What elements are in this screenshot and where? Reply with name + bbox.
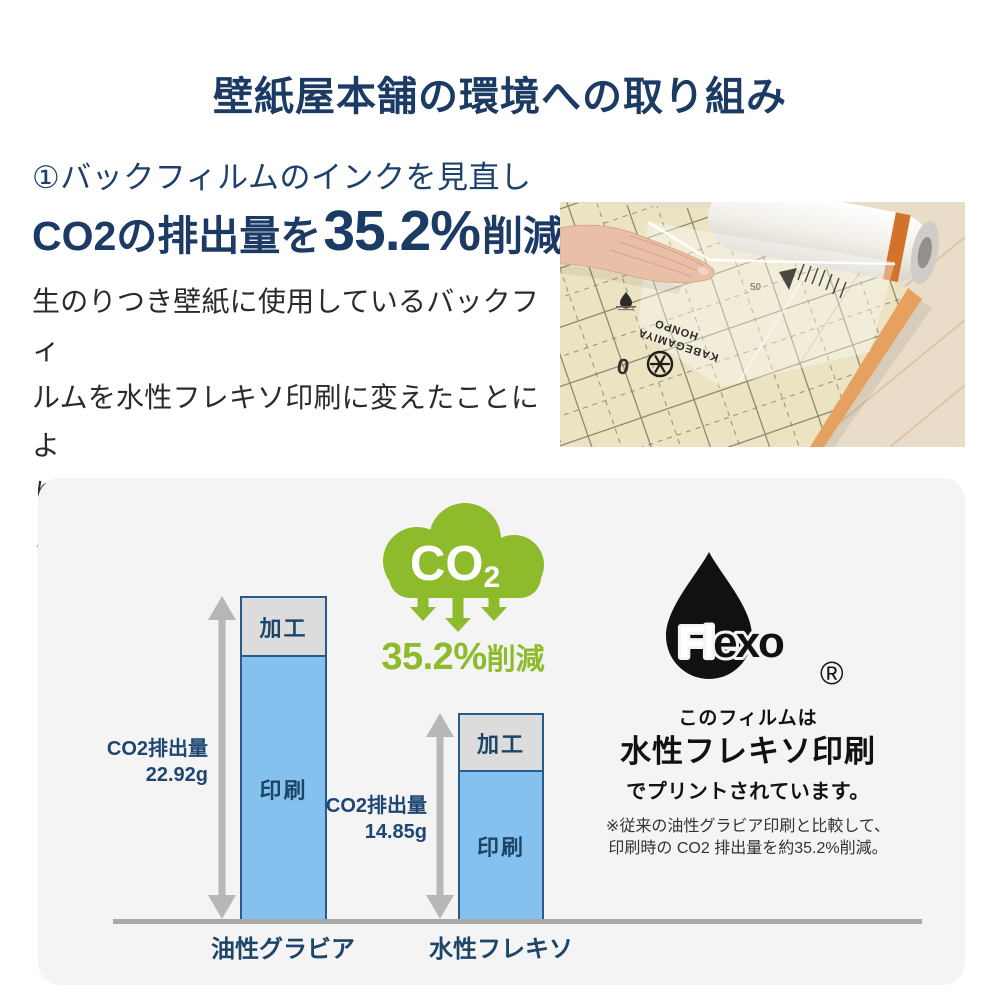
sheet-number-0: 0 xyxy=(615,353,631,379)
amount-value: 22.92g xyxy=(145,764,208,786)
lead-prefix: CO2の排出量を xyxy=(32,213,322,259)
axis-label-oil-gravure: 油性グラビア xyxy=(211,936,355,963)
flexo-footnote-line2: 印刷時の CO2 排出量を約35.2%削減。 xyxy=(608,840,888,857)
svg-text:Flexo: Flexo xyxy=(678,618,784,667)
measure-arrow-left xyxy=(208,596,236,919)
reduction-value: 35.2% xyxy=(381,636,487,678)
flexo-caption-line3: でプリントされています。 xyxy=(626,781,870,803)
flexo-drop-icon xyxy=(666,552,752,679)
cloud-co-label: CO xyxy=(410,537,484,591)
flexo-footnote-line1: ※従来の油性グラビア印刷と比較して、 xyxy=(605,818,891,835)
reduction-suffix: 削減 xyxy=(486,644,545,676)
svg-text:CO2: CO2 xyxy=(410,537,500,594)
segment-label: 加工 xyxy=(476,731,525,757)
amount-title: CO2排出量 xyxy=(106,738,208,760)
flexo-logo-text-black: exo xyxy=(713,618,784,667)
sheet-number-50: 50 xyxy=(750,282,762,293)
bar-oil-gravure: 加工 印刷 xyxy=(240,596,327,922)
sheet-drop-mark xyxy=(620,292,632,309)
bar-segment-processing: 加工 xyxy=(460,715,542,772)
film-emblem xyxy=(646,350,674,378)
amount-value: 14.85g xyxy=(364,821,427,843)
flexo-caption-line2: 水性フレキソ印刷 xyxy=(620,734,876,769)
axis-line xyxy=(113,919,922,924)
sheet-orange-edge xyxy=(810,288,922,447)
page-title: 壁紙屋本舗の環境への取り組み xyxy=(213,75,787,119)
amount-title: CO2排出量 xyxy=(325,795,427,817)
flexo-caption-line1: このフィルムは xyxy=(678,708,818,729)
bar-segment-printing: 印刷 xyxy=(460,772,542,919)
co2-amount-flexo: CO2排出量 14.85g xyxy=(277,793,427,845)
lead-percentage: 35.2% xyxy=(323,199,481,263)
segment-label: 加工 xyxy=(259,615,308,641)
lead-line: CO2の排出量を 35.2% 削減 xyxy=(32,198,564,264)
segment-label: 印刷 xyxy=(259,777,308,803)
measure-arrow-right xyxy=(426,713,454,919)
section-heading: ①バックフィルムのインクを見直し xyxy=(32,160,532,195)
intro-paragraph-line: 生のりつき壁紙に使用しているバックフィ xyxy=(32,286,540,365)
co2-amount-oil: CO2排出量 22.92g xyxy=(58,736,208,788)
film-roll xyxy=(708,183,939,285)
intro-paragraph-line: ルムを水性フレキソ印刷に変えたことによ xyxy=(32,382,540,461)
flexo-logo: Flexo Flexo ® xyxy=(666,552,844,691)
co2-cloud-icon: CO2 xyxy=(383,503,544,632)
reduction-caption: 35.2% 削減 xyxy=(338,636,588,679)
hand xyxy=(559,224,715,294)
bar-segment-processing: 加工 xyxy=(242,598,325,657)
bar-segment-printing: 印刷 xyxy=(242,657,325,920)
lead-suffix: 削減 xyxy=(481,213,564,259)
product-photo: 0 10 50 xyxy=(559,183,966,448)
cloud-sub-label: 2 xyxy=(484,561,501,594)
infographic-panel: 加工 印刷 加工 印刷 xyxy=(38,478,965,985)
registered-mark: ® xyxy=(820,655,844,691)
bar-water-flexo: 加工 印刷 xyxy=(458,713,544,921)
axis-label-water-flexo: 水性フレキソ xyxy=(429,936,573,963)
segment-label: 印刷 xyxy=(476,834,525,860)
back-film-photo-illustration: 0 10 50 xyxy=(559,183,966,448)
svg-text:Flexo: Flexo xyxy=(678,618,784,667)
flexo-logo-text-white: Fl xyxy=(678,618,713,667)
